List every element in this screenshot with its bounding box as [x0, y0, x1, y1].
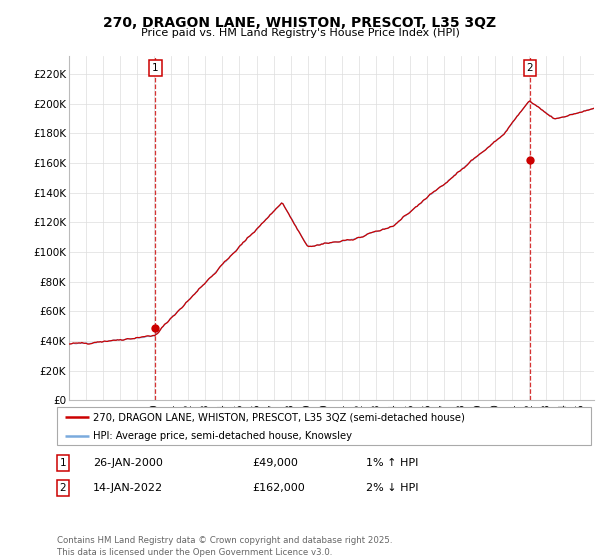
Text: HPI: Average price, semi-detached house, Knowsley: HPI: Average price, semi-detached house,… — [94, 431, 352, 441]
Text: 14-JAN-2022: 14-JAN-2022 — [93, 483, 163, 493]
Text: Price paid vs. HM Land Registry's House Price Index (HPI): Price paid vs. HM Land Registry's House … — [140, 28, 460, 38]
Text: 2% ↓ HPI: 2% ↓ HPI — [366, 483, 419, 493]
Text: £162,000: £162,000 — [252, 483, 305, 493]
Text: £49,000: £49,000 — [252, 458, 298, 468]
Text: 1: 1 — [152, 63, 159, 73]
FancyBboxPatch shape — [57, 407, 591, 445]
Text: 26-JAN-2000: 26-JAN-2000 — [93, 458, 163, 468]
Text: 1% ↑ HPI: 1% ↑ HPI — [366, 458, 418, 468]
Text: 270, DRAGON LANE, WHISTON, PRESCOT, L35 3QZ (semi-detached house): 270, DRAGON LANE, WHISTON, PRESCOT, L35 … — [94, 412, 465, 422]
Text: 270, DRAGON LANE, WHISTON, PRESCOT, L35 3QZ: 270, DRAGON LANE, WHISTON, PRESCOT, L35 … — [103, 16, 497, 30]
Text: 1: 1 — [59, 458, 67, 468]
Text: 2: 2 — [59, 483, 67, 493]
Text: 2: 2 — [527, 63, 533, 73]
Text: Contains HM Land Registry data © Crown copyright and database right 2025.
This d: Contains HM Land Registry data © Crown c… — [57, 536, 392, 557]
